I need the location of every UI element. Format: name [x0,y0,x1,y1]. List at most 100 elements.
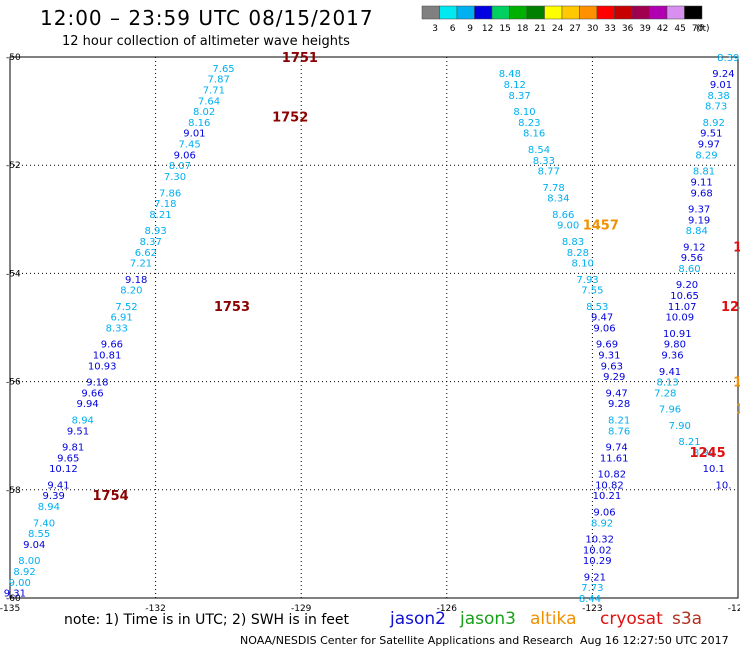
data-point-label: 9.18 [86,378,108,389]
data-point-label: 9.51 [67,426,89,437]
data-point-label: 9.04 [23,540,45,551]
data-point-label: 9.31 [598,351,620,362]
y-tick-label: -58 [6,486,21,496]
color-scale-label: 45 [674,24,685,34]
color-scale-label: 3 [432,24,438,34]
data-point-label: 9.97 [698,140,720,151]
data-point-label: 8.20 [120,286,142,297]
data-point-label: 8.55 [28,529,50,540]
data-point-label: 7.45 [178,140,200,151]
data-point-label: 8.66 [552,210,574,221]
time-label: 1754 [93,489,129,504]
color-scale-label: 39 [639,24,651,34]
y-tick-label: -50 [6,53,21,63]
color-scale-swatch [579,5,598,20]
data-point-label: 9.66 [81,388,103,399]
data-point-label: 8.21 [149,210,171,221]
legend-cryosat: cryosat [600,609,663,629]
data-point-label: 8.00 [18,556,40,567]
color-scale-swatch [439,5,458,20]
data-point-label: 9.11 [690,177,712,188]
data-point-label: 9.47 [606,388,628,399]
color-scale-swatch [614,5,633,20]
data-point-label: 9.19 [688,215,710,226]
color-scale-label: 30 [587,24,599,34]
data-point-label: 8.34 [547,194,569,205]
color-scale-swatch [456,5,475,20]
color-scale-swatch [561,5,580,20]
data-point-label: 7.86 [159,188,181,199]
footer-credit: NOAA/NESDIS Center for Satellite Applica… [240,634,574,647]
data-point-label: 8.92 [591,518,613,529]
color-scale-label: 33 [604,24,615,34]
data-point-label: 8.23 [518,118,540,129]
data-point-label: 9.24 [712,69,734,80]
data-point-label: 8.37 [508,91,530,102]
data-point-label: 8.48 [499,69,521,80]
data-point-label: 7.30 [164,172,186,183]
data-point-label: 9.31 [4,589,26,600]
data-point-label: 11.61 [600,453,629,464]
data-point-label: 10.82 [595,480,624,491]
data-point-label: 8.39 [717,53,739,64]
legend-altika: altika [530,609,577,629]
data-point-label: 8.29 [695,150,717,161]
footer-timestamp: Aug 16 12:27:50 UTC 2017 [580,634,729,647]
data-point-label: 9.00 [9,578,31,589]
data-point-label: 9.01 [183,129,205,140]
data-point-label: 11.07 [668,302,697,313]
color-scale-swatch [474,5,493,20]
footer-note: note: 1) Time is in UTC; 2) SWH is in fe… [64,612,350,628]
data-point-label: 10.29 [583,556,612,567]
color-scale-label: 36 [622,24,634,34]
data-point-label: 9.41 [659,367,681,378]
data-point-label: 10.65 [670,291,699,302]
data-point-label: 8.37 [140,237,162,248]
chart-title: 12:00 – 23:59 UTC 08/15/2017 [40,6,374,30]
data-point-label: 8.92 [703,118,725,129]
x-tick-label: -135 [0,604,20,614]
data-point-label: 7.87 [208,75,230,86]
color-scale-swatch [509,5,528,20]
color-scale-swatch [526,5,545,20]
time-label: 1245 [689,446,725,461]
data-point-label: 8.33 [106,324,128,335]
data-point-label: 7.71 [203,85,225,96]
y-tick-label: -56 [6,378,21,388]
data-point-label: 10.82 [597,470,626,481]
data-point-label: 7.28 [654,388,676,399]
data-point-label: 8.76 [608,426,630,437]
data-point-label: 8.07 [169,161,191,172]
data-point-label: 7.93 [576,275,598,286]
data-point-label: 8.38 [707,91,729,102]
y-tick-label: -54 [6,269,21,279]
chart-subtitle: 12 hour collection of altimeter wave hei… [62,34,350,49]
data-point-label: 10.93 [88,361,117,372]
data-point-label: 9.51 [700,129,722,140]
data-point-label: 9.20 [676,280,698,291]
data-point-label: 8.10 [572,259,594,270]
data-point-label: 9.37 [688,204,710,215]
y-tick-label: -60 [6,594,21,604]
color-scale-label: 42 [657,24,668,34]
color-scale-swatch [631,5,650,20]
data-point-label: 8.92 [13,567,35,578]
data-point-label: 9.69 [596,340,618,351]
data-point-label: 10.02 [583,545,612,556]
data-point-label: 8.28 [567,248,589,259]
data-point-label: 8.99 [693,448,715,459]
data-point-label: 8.54 [528,145,550,156]
time-label: 12- [733,240,740,255]
time-label: 1752 [272,111,308,126]
data-point-label: 9.81 [62,443,84,454]
data-point-label: 8.83 [562,237,584,248]
color-scale-label: 21 [534,24,545,34]
time-label: 1751 [282,51,318,66]
data-point-label: 7.96 [659,405,681,416]
data-point-label: 7.64 [198,96,220,107]
data-point-label: 8.13 [656,378,678,389]
data-point-label: 9.47 [591,313,613,324]
time-label: 1- [736,403,740,418]
data-point-label: 7.78 [542,183,564,194]
